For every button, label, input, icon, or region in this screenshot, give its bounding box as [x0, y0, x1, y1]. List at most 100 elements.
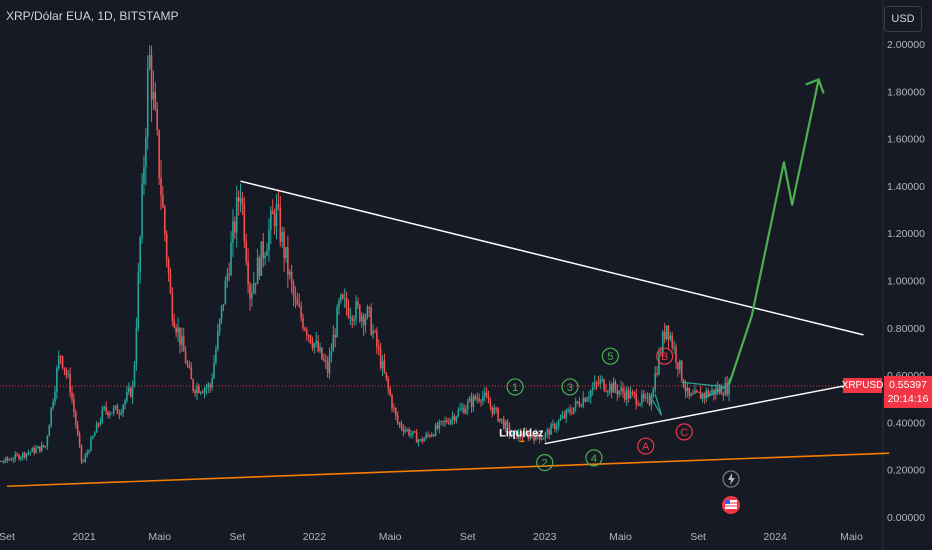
candle-body — [682, 379, 685, 387]
candle-body — [519, 432, 522, 437]
candle-body — [145, 136, 147, 167]
candle-body — [444, 420, 446, 422]
candle-body — [199, 392, 202, 394]
candle-body — [427, 434, 429, 436]
candle-body — [559, 418, 562, 421]
candle-body — [59, 355, 62, 357]
candle-body — [385, 372, 388, 379]
candle-body — [256, 257, 259, 285]
wave-label-circle — [561, 378, 579, 396]
candle-body — [177, 327, 179, 333]
candle-body — [260, 241, 263, 276]
candle-body — [620, 387, 622, 391]
candle-body — [326, 361, 329, 373]
candle-body — [525, 431, 528, 434]
candle-body — [508, 425, 511, 435]
candle-body — [95, 423, 98, 433]
candle-body — [495, 407, 497, 409]
candle-body — [35, 448, 37, 453]
candle-body — [343, 298, 346, 300]
candle-body — [78, 433, 81, 445]
wave-label-circle — [637, 437, 655, 455]
candle-body — [165, 233, 168, 260]
y-tick-label: 0.00000 — [887, 512, 925, 524]
candle-body — [718, 386, 721, 393]
candle-body — [101, 409, 104, 422]
candle-body — [540, 438, 543, 440]
candle-body — [714, 388, 717, 395]
candle-body — [711, 389, 713, 393]
candle-body — [226, 273, 229, 281]
candle-body — [603, 379, 605, 391]
candle-body — [235, 197, 238, 233]
candle-body — [135, 327, 138, 365]
candle-body — [6, 457, 9, 461]
candle-body — [690, 393, 692, 396]
candle-body — [103, 406, 105, 410]
candle-body — [607, 391, 609, 393]
candle-body — [48, 425, 51, 437]
candle-body — [506, 421, 509, 426]
candle-body — [44, 446, 47, 448]
candle-body — [608, 384, 611, 392]
candle-body — [639, 403, 641, 405]
candle-body — [402, 428, 405, 432]
candle-body — [14, 454, 17, 460]
candle-body — [633, 392, 636, 394]
chart-title: XRP/Dólar EUA, 1D, BITSTAMP — [6, 9, 179, 23]
candle-body — [463, 407, 465, 414]
candle-body — [419, 439, 422, 441]
candle-body — [88, 450, 90, 453]
candle-body — [99, 421, 102, 425]
candle-body — [629, 391, 632, 399]
candle-body — [618, 390, 621, 395]
candle-body — [309, 335, 312, 343]
candle-body — [247, 262, 249, 285]
candle-body — [287, 247, 289, 275]
candle-body — [61, 356, 64, 368]
candle-body — [304, 328, 306, 331]
candle-body — [307, 335, 310, 337]
candle-body — [114, 405, 117, 408]
candle-body — [133, 364, 136, 385]
projection-path — [727, 79, 820, 385]
candle-body — [673, 346, 675, 348]
candle-body — [461, 407, 463, 409]
last-price: 0.55397 — [889, 379, 927, 391]
candle-body — [63, 367, 66, 371]
candle-body — [217, 331, 219, 350]
candle-body — [394, 408, 397, 416]
candle-body — [578, 402, 581, 406]
candle-body — [391, 395, 393, 409]
candle-body — [489, 403, 492, 407]
candle-body — [531, 435, 533, 437]
candle-body — [194, 390, 196, 394]
candle-body — [283, 231, 285, 259]
candle-body — [139, 237, 141, 273]
candle-body — [491, 406, 494, 414]
candle-body — [590, 390, 592, 397]
candle-body — [156, 109, 159, 131]
candle-body — [502, 419, 505, 429]
candle-body — [669, 335, 672, 340]
candle-body — [637, 404, 639, 406]
currency-button[interactable]: USD — [884, 6, 922, 32]
candle-body — [472, 396, 475, 407]
candle-body — [162, 195, 164, 208]
candle-body — [141, 183, 143, 238]
candle-body — [266, 250, 268, 256]
bar-countdown: 20:14:16 — [887, 393, 929, 405]
candle-body — [1, 460, 3, 462]
candle-body — [65, 370, 68, 375]
candle-body — [243, 204, 246, 242]
lightning-icon — [728, 473, 735, 485]
candle-body — [703, 393, 706, 398]
candle-body — [455, 416, 458, 421]
candle-body — [313, 343, 316, 348]
candle-body — [349, 317, 352, 319]
candle-body — [258, 257, 261, 276]
x-tick-label: Set — [229, 531, 245, 543]
candle-body — [400, 423, 403, 429]
candle-body — [137, 272, 140, 328]
